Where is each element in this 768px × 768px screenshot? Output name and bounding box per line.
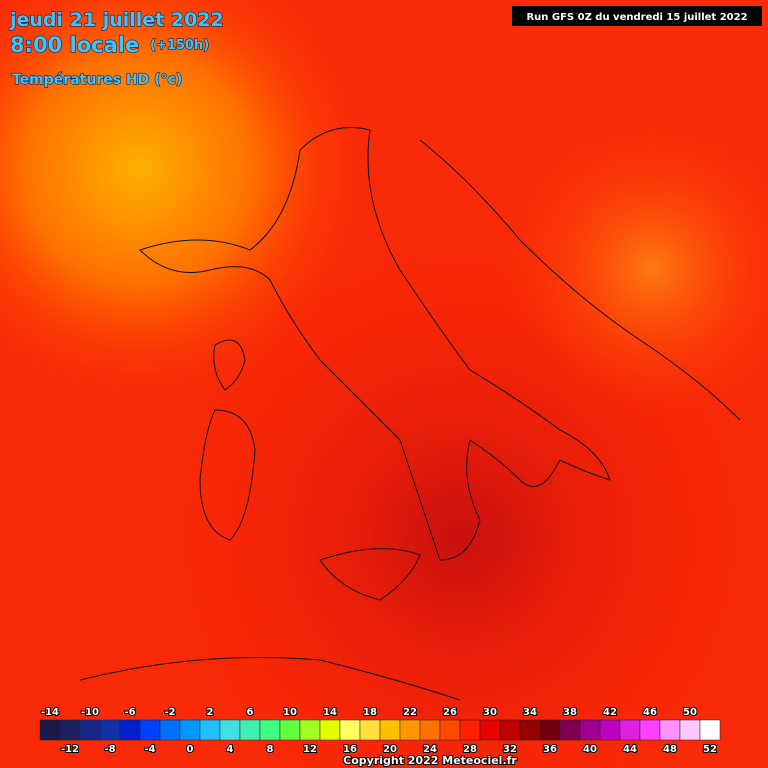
lead-time: (+150h)	[150, 38, 209, 53]
legend-label: 22	[403, 707, 417, 718]
legend-label: -14	[41, 707, 59, 718]
legend-swatch	[59, 719, 81, 741]
legend-swatch	[359, 719, 381, 741]
legend-swatch	[239, 719, 261, 741]
legend-label: 4	[227, 744, 234, 755]
legend-swatch	[259, 719, 281, 741]
legend-label: -10	[81, 707, 99, 718]
legend-swatch	[79, 719, 101, 741]
date: jeudi 21 juillet 2022	[9, 9, 224, 31]
legend-swatch	[519, 719, 541, 741]
legend-label: 2	[207, 707, 214, 718]
legend-label: 6	[247, 707, 254, 718]
legend-swatch	[599, 719, 621, 741]
legend-label: 0	[187, 744, 194, 755]
legend-swatch	[339, 719, 361, 741]
legend-label: 32	[503, 744, 517, 755]
legend-swatch	[219, 719, 241, 741]
legend-swatch	[559, 719, 581, 741]
legend-label: 14	[323, 707, 337, 718]
legend-label: 48	[663, 744, 677, 755]
legend-swatch	[659, 719, 681, 741]
legend-label: 18	[363, 707, 377, 718]
legend-label: 24	[423, 744, 437, 755]
legend-swatch	[439, 719, 461, 741]
legend-swatch	[99, 719, 121, 741]
legend-swatch	[319, 719, 341, 741]
legend-swatch	[379, 719, 401, 741]
legend-label: 16	[343, 744, 357, 755]
legend-label: 46	[643, 707, 657, 718]
legend-swatch	[159, 719, 181, 741]
legend-label: 20	[383, 744, 397, 755]
legend-label: 50	[683, 707, 697, 718]
legend-swatch	[119, 719, 141, 741]
variable: Températures HD (°c)	[12, 72, 182, 88]
legend-label: 12	[303, 744, 317, 755]
legend-swatch	[279, 719, 301, 741]
legend-swatch	[539, 719, 561, 741]
run-info: Run GFS 0Z du vendredi 15 juillet 2022	[526, 12, 747, 23]
legend-label: -8	[104, 744, 115, 755]
legend-swatch	[39, 719, 61, 741]
run-box	[512, 6, 762, 26]
legend-label: 8	[267, 744, 274, 755]
legend-label: 44	[623, 744, 637, 755]
legend-swatch	[179, 719, 201, 741]
legend-label: 42	[603, 707, 617, 718]
legend-label: 52	[703, 744, 717, 755]
legend-label: 26	[443, 707, 457, 718]
legend-label: -4	[144, 744, 155, 755]
legend-label: 38	[563, 707, 577, 718]
legend-label: 30	[483, 707, 497, 718]
legend-label: 34	[523, 707, 537, 718]
legend-swatch	[619, 719, 641, 741]
coastlines	[79, 127, 741, 701]
legend-swatch	[199, 719, 221, 741]
legend-label: 36	[543, 744, 557, 755]
legend-label: -2	[164, 707, 175, 718]
copyright: Copyright 2022 Meteociel.fr	[343, 754, 517, 767]
legend-swatch	[459, 719, 481, 741]
legend-swatch	[479, 719, 501, 741]
legend-label: -6	[124, 707, 135, 718]
legend-swatch	[399, 719, 421, 741]
legend-label: -12	[61, 744, 79, 755]
legend-swatch	[639, 719, 661, 741]
legend-label: 40	[583, 744, 597, 755]
legend-label: 10	[283, 707, 297, 718]
legend-swatch	[499, 719, 521, 741]
legend-swatch	[139, 719, 161, 741]
legend: -14-12-10-8-6-4-202468101214161820222426…	[39, 706, 721, 756]
time: 8:00 locale	[10, 33, 139, 57]
legend-label: 28	[463, 744, 477, 755]
legend-swatch	[419, 719, 441, 741]
legend-swatch	[299, 719, 321, 741]
legend-swatch	[679, 719, 701, 741]
legend-swatch	[579, 719, 601, 741]
legend-swatch	[699, 719, 721, 741]
